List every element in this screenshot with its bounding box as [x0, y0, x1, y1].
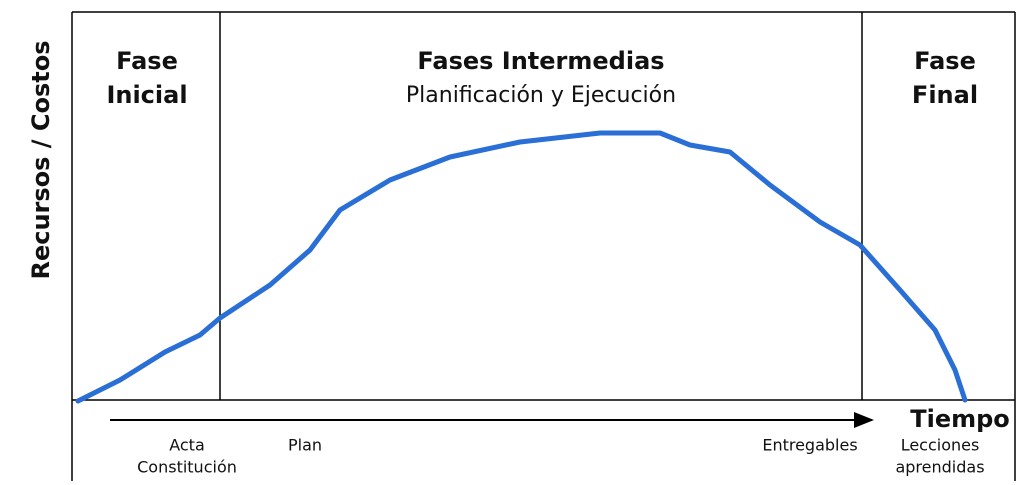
resource-curve	[75, 130, 968, 404]
phase-title: Final	[912, 81, 978, 109]
milestone-label: Entregables	[762, 436, 857, 455]
milestone-label: aprendidas	[895, 458, 984, 477]
milestone-label: Lecciones	[901, 436, 980, 455]
x-axis-label: Tiempo	[910, 405, 1010, 433]
y-axis-label: Recursos / Costos	[27, 40, 55, 279]
phase-title: Inicial	[106, 81, 187, 109]
milestone-label: Constitución	[137, 458, 237, 477]
phase-title: Fase	[116, 47, 178, 75]
phase-title: Fases Intermedias	[417, 47, 664, 75]
milestone-label: Acta	[169, 436, 205, 455]
phase-title: Fase	[914, 47, 976, 75]
phase-subtitle: Planificación y Ejecución	[406, 83, 676, 108]
milestone-label: Plan	[288, 436, 322, 455]
